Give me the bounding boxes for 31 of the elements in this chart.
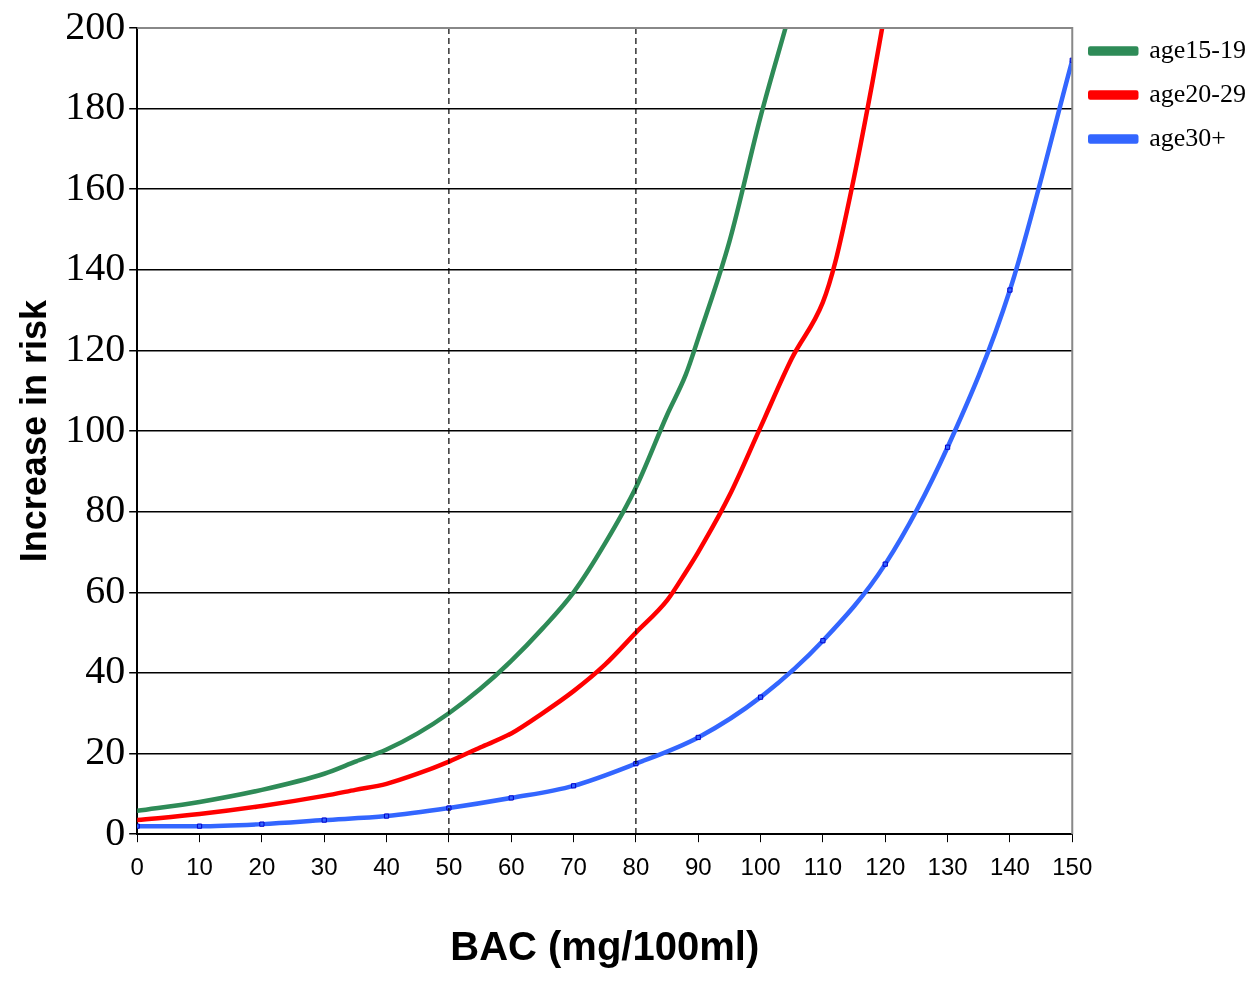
x-tick-label: 30 xyxy=(310,853,338,881)
y-tick-label: 120 xyxy=(65,324,126,370)
y-tick-label: 20 xyxy=(85,728,126,774)
x-tick-label: 60 xyxy=(497,853,525,881)
x-tick-label: 50 xyxy=(435,853,463,881)
x-axis-title: BAC (mg/100ml) xyxy=(450,924,760,969)
x-tick-label: 130 xyxy=(927,853,968,881)
x-tick-label: 150 xyxy=(1052,853,1093,881)
legend-label: age20-29 xyxy=(1149,78,1247,108)
x-tick-label: 10 xyxy=(186,853,213,881)
x-tick-label: 40 xyxy=(373,853,400,881)
y-axis-title: Increase in risk xyxy=(12,299,54,563)
x-tick-label: 20 xyxy=(248,853,276,881)
x-tick-label: 0 xyxy=(130,853,144,881)
x-tick-label: 80 xyxy=(622,853,650,881)
x-tick-label: 140 xyxy=(989,853,1030,881)
legend-label: age15-19 xyxy=(1149,34,1247,64)
x-tick-label: 90 xyxy=(684,853,712,881)
x-tick-label: 120 xyxy=(865,853,906,881)
y-tick-label: 40 xyxy=(85,647,126,693)
y-tick-label: 200 xyxy=(65,2,126,48)
x-tick-label: 110 xyxy=(803,853,843,881)
y-tick-label: 180 xyxy=(65,83,126,129)
legend-label: age30+ xyxy=(1149,122,1227,152)
y-tick-label: 140 xyxy=(65,244,126,290)
x-tick-label: 70 xyxy=(560,853,587,881)
y-tick-label: 80 xyxy=(85,486,126,532)
y-tick-label: 160 xyxy=(65,163,126,209)
y-tick-label: 60 xyxy=(85,566,126,612)
x-tick-label: 100 xyxy=(740,853,781,881)
y-tick-label: 100 xyxy=(65,405,126,451)
